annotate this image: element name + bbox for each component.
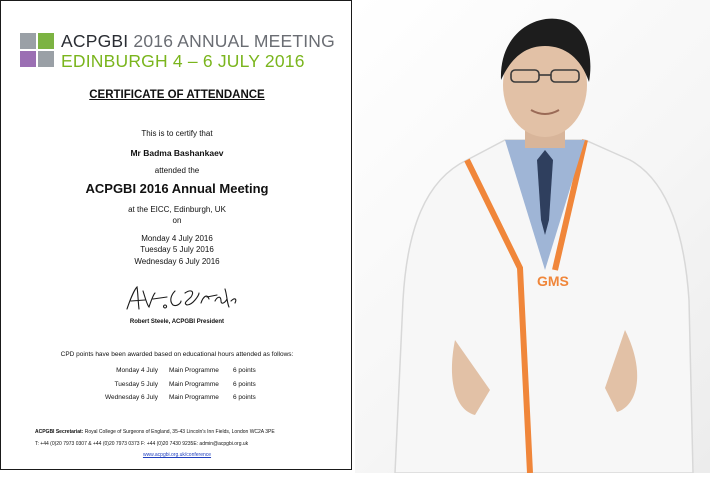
venue-text: at the EICC, Edinburgh, UK: [128, 205, 226, 214]
cpd-points: 6 points: [233, 381, 256, 388]
certificate: ACPGBI 2016 ANNUAL MEETING EDINBURGH 4 –…: [0, 0, 352, 470]
cpd-intro: CPD points have been awarded based on ed…: [60, 351, 294, 358]
attendance-date: Monday 4 July 2016: [141, 234, 213, 243]
attendance-date: Wednesday 6 July 2016: [134, 257, 220, 266]
cpd-row: Monday 4 July Main Programme 6 points: [1, 367, 353, 377]
acpgbi-logo: [20, 33, 54, 67]
website-link[interactable]: www.acpgbi.org.uk/conference: [142, 452, 212, 458]
contact-line: T: +44 (0)20 7973 0307 & +44 (0)20 7973 …: [35, 441, 249, 447]
president-signature: [126, 285, 237, 310]
attended-text: attended the: [154, 166, 200, 175]
cpd-programme: Main Programme: [169, 394, 219, 401]
certificate-title: CERTIFICATE OF ATTENDANCE: [89, 89, 265, 101]
meeting-header-line2: EDINBURGH 4 – 6 JULY 2016: [61, 51, 305, 72]
signature-caption: Robert Steele, ACPGBI President: [129, 319, 225, 325]
meeting-name: ACPGBI 2016 Annual Meeting: [85, 181, 269, 196]
doctor-portrait-illustration: GMS: [394, 18, 694, 474]
cpd-day: Monday 4 July: [116, 367, 158, 374]
certify-text: This is to certify that: [141, 129, 213, 138]
cpd-row: Wednesday 6 July Main Programme 6 points: [1, 394, 353, 404]
attendee-name: Mr Badma Bashankaev: [130, 148, 224, 158]
cpd-programme: Main Programme: [169, 367, 219, 374]
cpd-points: 6 points: [233, 367, 256, 374]
cpd-day: Tuesday 5 July: [114, 381, 158, 388]
attendance-date: Tuesday 5 July 2016: [140, 245, 214, 254]
cpd-row: Tuesday 5 July Main Programme 6 points: [1, 381, 353, 391]
svg-text:GMS: GMS: [537, 273, 569, 289]
secretariat-address: ACPGBI Secretariat: Royal College of Sur…: [35, 429, 275, 435]
cpd-programme: Main Programme: [169, 381, 219, 388]
doctor-photo: GMS: [355, 0, 710, 474]
cpd-day: Wednesday 6 July: [105, 394, 158, 401]
cpd-points: 6 points: [233, 394, 256, 401]
header-city-dates: EDINBURGH 4 – 6 JULY 2016: [61, 51, 305, 71]
meeting-header-line1: ACPGBI 2016 ANNUAL MEETING: [61, 31, 335, 51]
on-text: on: [172, 216, 182, 225]
